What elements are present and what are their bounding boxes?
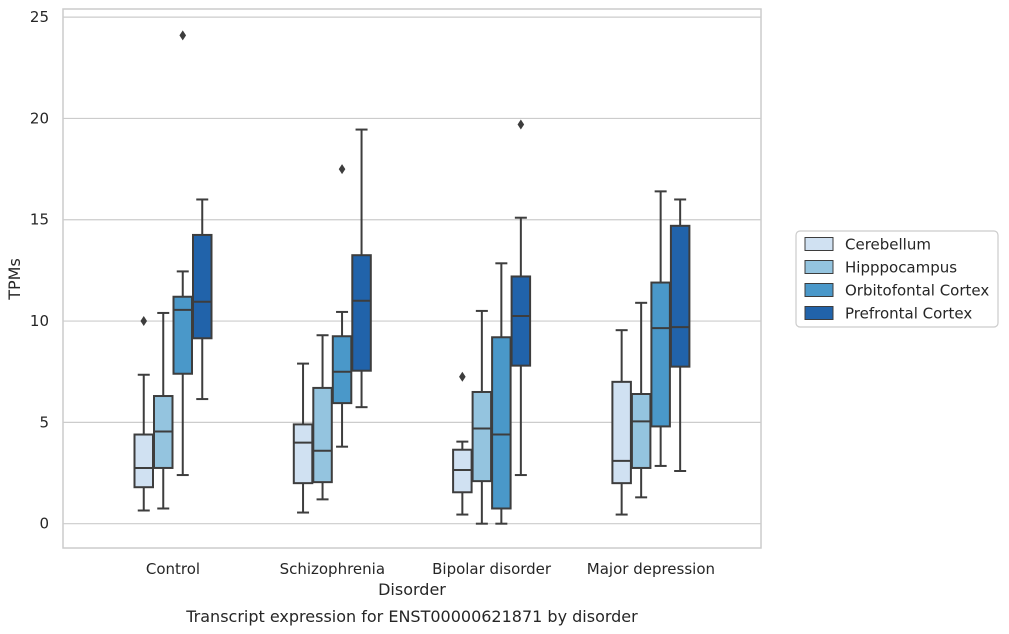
boxes <box>133 30 691 525</box>
y-tick-label: 15 <box>30 211 49 229</box>
box-hipppocampus <box>471 309 493 525</box>
y-tick-label: 0 <box>39 515 49 533</box>
box-prefrontal-cortex <box>669 198 691 472</box>
x-axis-label: Disorder <box>378 580 446 599</box>
x-tick-label: Major depression <box>587 560 715 578</box>
box-iqr <box>312 386 333 484</box>
plot-frame <box>62 8 762 549</box>
box-hipppocampus <box>630 301 652 499</box>
box-iqr <box>491 336 512 510</box>
box-iqr <box>331 335 353 405</box>
box-prefrontal-cortex <box>192 198 213 401</box>
y-tick-label: 10 <box>30 312 49 330</box>
outlier-point <box>179 30 187 41</box>
box-orbitofontal-cortex <box>650 190 671 467</box>
x-tick-label: Schizophrenia <box>280 560 385 578</box>
outlier-point <box>517 119 525 130</box>
legend-swatch <box>804 306 834 320</box>
y-tick-labels: 0 5 10 15 20 25 <box>30 8 49 533</box>
box-cerebellum <box>292 362 314 514</box>
legend-label: Prefrontal Cortex <box>845 305 972 323</box>
legend: Cerebellum Hipppocampus Orbitofontal Corte… <box>795 230 999 328</box>
y-tick-label: 5 <box>39 413 49 431</box>
box-iqr <box>452 448 473 494</box>
box-prefrontal-cortex <box>351 128 372 409</box>
box-cerebellum <box>611 329 632 516</box>
box-iqr <box>351 254 372 372</box>
box-iqr <box>133 433 154 489</box>
box-hipppocampus <box>312 334 333 501</box>
box-iqr <box>292 423 314 485</box>
legend-label: Orbitofontal Cortex <box>845 282 989 300</box>
box-iqr <box>172 295 193 375</box>
box-iqr <box>669 224 691 368</box>
box-orbitofontal-cortex <box>491 262 512 525</box>
legend-swatch <box>804 237 834 251</box>
box-iqr <box>510 275 532 367</box>
box-iqr <box>650 281 671 428</box>
legend-swatch <box>804 283 834 297</box>
legend-swatch <box>804 260 834 274</box>
x-tick-labels: Control Schizophrenia Bipolar disorder Majo… <box>146 560 715 578</box>
box-orbitofontal-cortex <box>172 30 193 477</box>
legend-frame <box>795 230 999 328</box>
box-hipppocampus <box>153 311 174 510</box>
box-iqr <box>192 233 213 340</box>
chart-caption: Transcript expression for ENST0000062187… <box>185 607 638 626</box>
x-tick-label: Bipolar disorder <box>432 560 552 578</box>
box-iqr <box>471 390 493 483</box>
outlier-point <box>338 164 346 175</box>
y-tick-label: 25 <box>30 8 49 26</box>
box-iqr <box>630 393 652 469</box>
outlier-point <box>140 316 148 327</box>
x-tick-label: Control <box>146 560 200 578</box>
box-cerebellum <box>452 371 473 516</box>
outlier-point <box>459 371 466 382</box>
y-axis-label: TPMs <box>5 258 24 301</box>
y-tick-label: 20 <box>30 109 49 127</box>
legend-label: Cerebellum <box>845 236 931 254</box>
box-iqr <box>611 380 632 485</box>
box-cerebellum <box>133 316 154 512</box>
box-orbitofontal-cortex <box>331 164 353 448</box>
legend-label: Hipppocampus <box>845 259 957 277</box>
box-prefrontal-cortex <box>510 119 532 477</box>
